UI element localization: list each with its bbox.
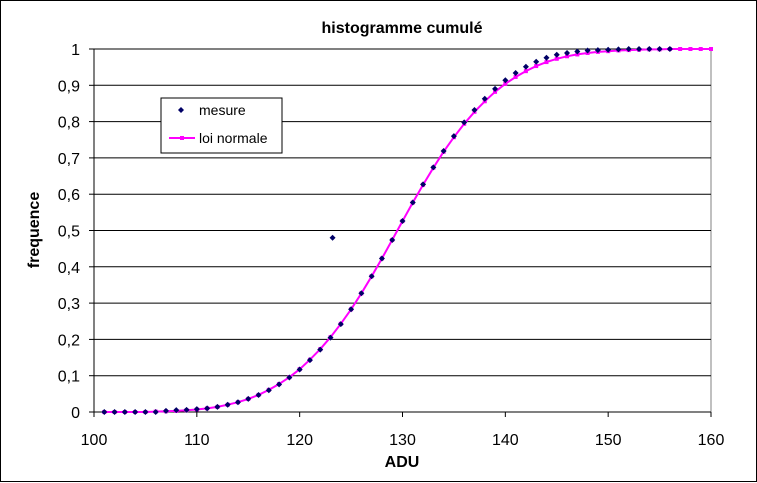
point-mesure <box>173 407 180 414</box>
y-tick-label: 0,5 <box>58 224 80 241</box>
point-loi-normale <box>544 60 549 65</box>
point-loi-normale <box>554 56 559 61</box>
x-axis-title: ADU <box>385 454 420 471</box>
x-tick-labels: 100 110 120 130 140 150 160 <box>81 432 725 449</box>
point-mesure <box>265 387 272 394</box>
legend-label-loi-normale: loi normale <box>199 130 268 146</box>
point-mesure <box>533 58 540 65</box>
point-mesure <box>389 236 396 243</box>
point-mesure <box>327 334 334 341</box>
point-mesure <box>276 381 283 388</box>
point-mesure <box>214 403 221 410</box>
point-mesure <box>646 46 653 52</box>
point-mesure <box>111 409 118 415</box>
point-mesure <box>399 218 406 225</box>
point-mesure <box>183 406 190 413</box>
x-tick-label: 110 <box>184 432 210 449</box>
point-mesure <box>584 47 591 54</box>
x-tick-label: 130 <box>389 432 416 449</box>
point-mesure <box>502 77 509 84</box>
y-tick-label: 0,7 <box>58 151 80 168</box>
y-tick-labels: 0 0,1 0,2 0,3 0,4 0,5 0,6 0,7 0,8 0,9 1 <box>58 42 80 422</box>
point-mesure <box>348 306 355 313</box>
point-mesure <box>329 234 336 241</box>
point-mesure <box>636 46 643 52</box>
point-mesure <box>162 407 169 414</box>
point-mesure <box>553 51 560 58</box>
point-mesure <box>152 409 159 415</box>
y-tick-label: 0,9 <box>58 78 80 95</box>
x-tick-label: 160 <box>698 432 725 449</box>
point-mesure <box>492 85 499 92</box>
x-tick-label: 150 <box>595 432 622 449</box>
point-loi-normale <box>534 64 539 69</box>
point-loi-normale <box>503 81 508 86</box>
point-loi-normale <box>523 69 528 74</box>
point-mesure <box>543 54 550 61</box>
y-tick-label: 0,2 <box>58 332 80 349</box>
point-loi-normale <box>678 47 683 51</box>
point-loi-normale <box>688 47 693 51</box>
x-tick-label: 120 <box>286 432 313 449</box>
point-mesure <box>471 106 478 113</box>
point-mesure <box>450 133 457 140</box>
point-mesure <box>142 409 149 415</box>
point-loi-normale <box>709 47 713 51</box>
chart-title: histogramme cumulé <box>322 20 483 37</box>
point-mesure <box>234 399 241 406</box>
legend-box <box>160 97 283 154</box>
y-tick-label: 0,1 <box>58 369 80 386</box>
point-mesure <box>512 69 519 76</box>
point-mesure <box>255 391 262 398</box>
y-tick-label: 0,3 <box>58 296 80 313</box>
point-mesure <box>574 48 581 55</box>
point-mesure <box>286 374 293 381</box>
point-mesure <box>101 409 108 415</box>
point-mesure <box>666 46 673 52</box>
y-tick-label: 0,6 <box>58 187 80 204</box>
legend-label-mesure: mesure <box>199 102 246 118</box>
point-mesure <box>358 290 365 297</box>
point-mesure <box>522 63 529 70</box>
point-loi-normale <box>698 47 703 51</box>
point-mesure <box>625 46 632 52</box>
point-mesure <box>306 357 313 364</box>
y-axis-title: frequence <box>26 192 43 269</box>
point-mesure <box>615 46 622 53</box>
point-mesure <box>430 164 437 171</box>
point-mesure <box>461 119 468 126</box>
legend: mesure loi normale <box>160 97 283 154</box>
point-mesure <box>204 405 211 412</box>
point-mesure <box>337 321 344 328</box>
point-mesure <box>409 199 416 206</box>
point-mesure <box>132 409 139 415</box>
point-loi-normale <box>565 54 570 59</box>
point-loi-normale <box>513 74 518 79</box>
point-mesure <box>245 395 252 402</box>
y-tick-label: 1 <box>71 42 80 59</box>
point-mesure <box>481 95 488 102</box>
legend-marker-loi-normale <box>180 136 184 140</box>
x-tick-label: 140 <box>492 432 519 449</box>
point-mesure <box>193 406 200 413</box>
point-mesure <box>296 366 303 373</box>
point-mesure <box>420 181 427 188</box>
point-mesure <box>317 346 324 353</box>
legend-marker-mesure <box>178 107 184 113</box>
point-mesure <box>224 401 231 408</box>
y-tick-label: 0,8 <box>58 115 80 132</box>
point-mesure <box>594 47 601 54</box>
point-mesure <box>656 46 663 52</box>
point-mesure <box>605 46 612 53</box>
x-tick-label: 100 <box>81 432 108 449</box>
point-mesure <box>121 409 128 415</box>
y-tick-label: 0,4 <box>58 260 80 277</box>
point-mesure <box>564 49 571 56</box>
y-tick-label: 0 <box>71 405 80 422</box>
point-mesure <box>368 273 375 280</box>
point-mesure <box>440 148 447 155</box>
